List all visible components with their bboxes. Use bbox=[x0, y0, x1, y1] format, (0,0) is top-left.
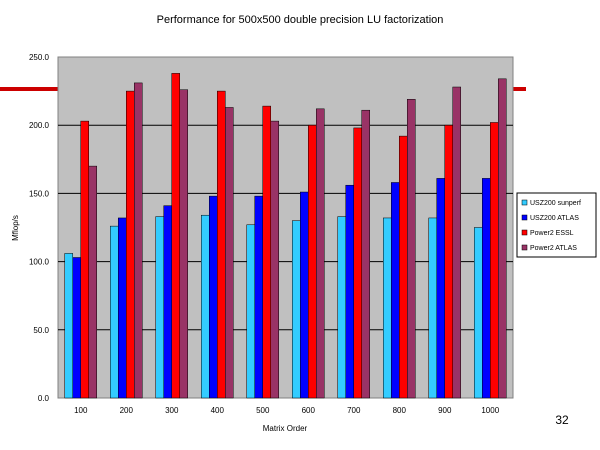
legend-label: Power2 ATLAS bbox=[530, 245, 577, 252]
x-tick-label: 500 bbox=[256, 406, 270, 415]
bar bbox=[444, 124, 453, 399]
bar bbox=[179, 89, 188, 399]
legend-label: USZ200 sunperf bbox=[530, 200, 581, 207]
bar bbox=[155, 216, 164, 399]
bar bbox=[353, 127, 362, 399]
bar bbox=[72, 257, 81, 399]
bar bbox=[292, 220, 301, 399]
x-tick-label: 300 bbox=[165, 406, 179, 415]
bar bbox=[337, 216, 346, 399]
y-tick-label: 150.0 bbox=[29, 189, 50, 198]
bar bbox=[88, 165, 97, 399]
bar bbox=[361, 109, 370, 399]
bar bbox=[209, 195, 218, 399]
bar bbox=[498, 78, 507, 399]
bar bbox=[391, 182, 400, 399]
bar bbox=[254, 195, 263, 399]
x-axis-label: Matrix Order bbox=[263, 424, 308, 433]
bar bbox=[452, 86, 461, 399]
y-tick-label: 250.0 bbox=[29, 53, 50, 62]
x-tick-label: 1000 bbox=[481, 406, 499, 415]
bar bbox=[64, 253, 73, 399]
bar bbox=[246, 224, 255, 399]
legend-label: USZ200 ATLAS bbox=[530, 215, 579, 222]
bar bbox=[428, 217, 437, 399]
x-tick-label: 400 bbox=[211, 406, 225, 415]
x-tick-label: 900 bbox=[438, 406, 452, 415]
bar bbox=[300, 191, 309, 399]
bar bbox=[474, 227, 483, 399]
bar bbox=[134, 82, 143, 399]
legend: USZ200 sunperf USZ200 ATLAS Power2 ESSL Pow… bbox=[521, 199, 581, 252]
x-axis-ticks: 100 200 300 400 500 600 700 800 900 1000 bbox=[74, 406, 500, 415]
bar bbox=[171, 73, 180, 399]
y-axis-ticks: 0.0 50.0 100.0 150.0 200.0 250.0 bbox=[29, 53, 50, 403]
bar bbox=[217, 90, 226, 399]
bar bbox=[399, 135, 408, 399]
bar bbox=[80, 120, 89, 399]
legend-swatch bbox=[521, 214, 528, 221]
bar bbox=[383, 217, 392, 399]
bar bbox=[436, 178, 445, 399]
bar bbox=[163, 205, 172, 399]
y-tick-label: 0.0 bbox=[38, 394, 50, 403]
y-axis-label: Mflop/s bbox=[11, 215, 20, 241]
bar bbox=[225, 107, 234, 399]
bars bbox=[64, 73, 507, 399]
bar bbox=[201, 214, 210, 399]
legend-swatch bbox=[521, 229, 528, 236]
page-number: 32 bbox=[555, 413, 569, 427]
legend-swatch bbox=[521, 199, 528, 206]
bar bbox=[126, 90, 135, 399]
x-tick-label: 200 bbox=[120, 406, 134, 415]
bar bbox=[345, 184, 354, 399]
chart-title: Performance for 500x500 double precision… bbox=[157, 14, 444, 26]
legend-label: Power2 ESSL bbox=[530, 230, 574, 237]
legend-box bbox=[516, 192, 597, 258]
bar bbox=[270, 120, 279, 399]
y-tick-label: 50.0 bbox=[33, 326, 49, 335]
bar bbox=[262, 105, 271, 399]
bar bbox=[110, 225, 119, 399]
x-tick-label: 600 bbox=[302, 406, 316, 415]
x-tick-label: 800 bbox=[393, 406, 407, 415]
bar bbox=[407, 99, 416, 399]
bar bbox=[482, 178, 491, 399]
bar bbox=[118, 217, 127, 399]
x-tick-label: 700 bbox=[347, 406, 361, 415]
bar bbox=[316, 108, 325, 399]
bar bbox=[308, 124, 317, 399]
bar bbox=[490, 122, 499, 399]
x-tick-label: 100 bbox=[74, 406, 88, 415]
legend-swatch bbox=[521, 244, 528, 251]
y-tick-label: 100.0 bbox=[29, 258, 50, 267]
y-tick-label: 200.0 bbox=[29, 121, 50, 130]
